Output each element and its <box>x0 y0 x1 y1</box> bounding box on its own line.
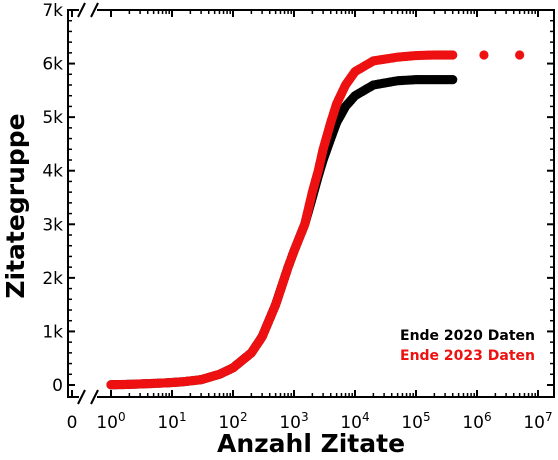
data-point <box>515 50 525 60</box>
axis-break-gap <box>79 394 97 400</box>
x-tick-label: 105 <box>401 410 430 433</box>
y-tick-label: 2k <box>42 269 63 289</box>
x-tick-label: 107 <box>523 410 552 433</box>
x-tick-label: 101 <box>157 410 186 433</box>
legend: Ende 2020 Daten Ende 2023 Daten <box>400 328 535 364</box>
legend-label-2020: Ende 2020 Daten <box>400 328 535 344</box>
axis-break-gap <box>79 7 97 13</box>
x-tick-label: 100 <box>96 410 125 433</box>
y-tick-label: 1k <box>42 322 63 342</box>
y-axis-title: Zitategruppe <box>1 113 30 298</box>
ticks: 0 1k 2k 3k 4k 5k 6k 7k 0 100 101 102 103 104 105 106 107 <box>42 1 554 433</box>
axis-break-mark <box>90 2 99 18</box>
series-1 <box>106 50 525 390</box>
plot-data <box>106 50 525 390</box>
axis-break-mark <box>77 2 86 18</box>
y-tick-label: 4k <box>42 162 63 182</box>
axis-break-mark <box>77 389 86 405</box>
x-tick-label: 103 <box>279 410 308 433</box>
axis-break-mark <box>90 389 99 405</box>
y-tick-label: 3k <box>42 215 63 235</box>
x-tick-label: 102 <box>218 410 247 433</box>
y-tick-label: 5k <box>42 108 63 128</box>
y-tick-label: 7k <box>42 1 63 21</box>
data-point <box>448 75 458 85</box>
data-point <box>479 50 489 60</box>
x-zero-tick-label: 0 <box>67 413 78 433</box>
axis-breaks <box>77 2 99 405</box>
data-point <box>448 50 458 60</box>
y-tick-label: 0 <box>52 376 63 396</box>
x-tick-label: 106 <box>462 410 491 433</box>
x-axis-title: Anzahl Zitate <box>217 429 405 458</box>
legend-label-2023: Ende 2023 Daten <box>400 348 535 364</box>
y-tick-label: 6k <box>42 55 63 75</box>
x-tick-label: 104 <box>340 410 369 433</box>
